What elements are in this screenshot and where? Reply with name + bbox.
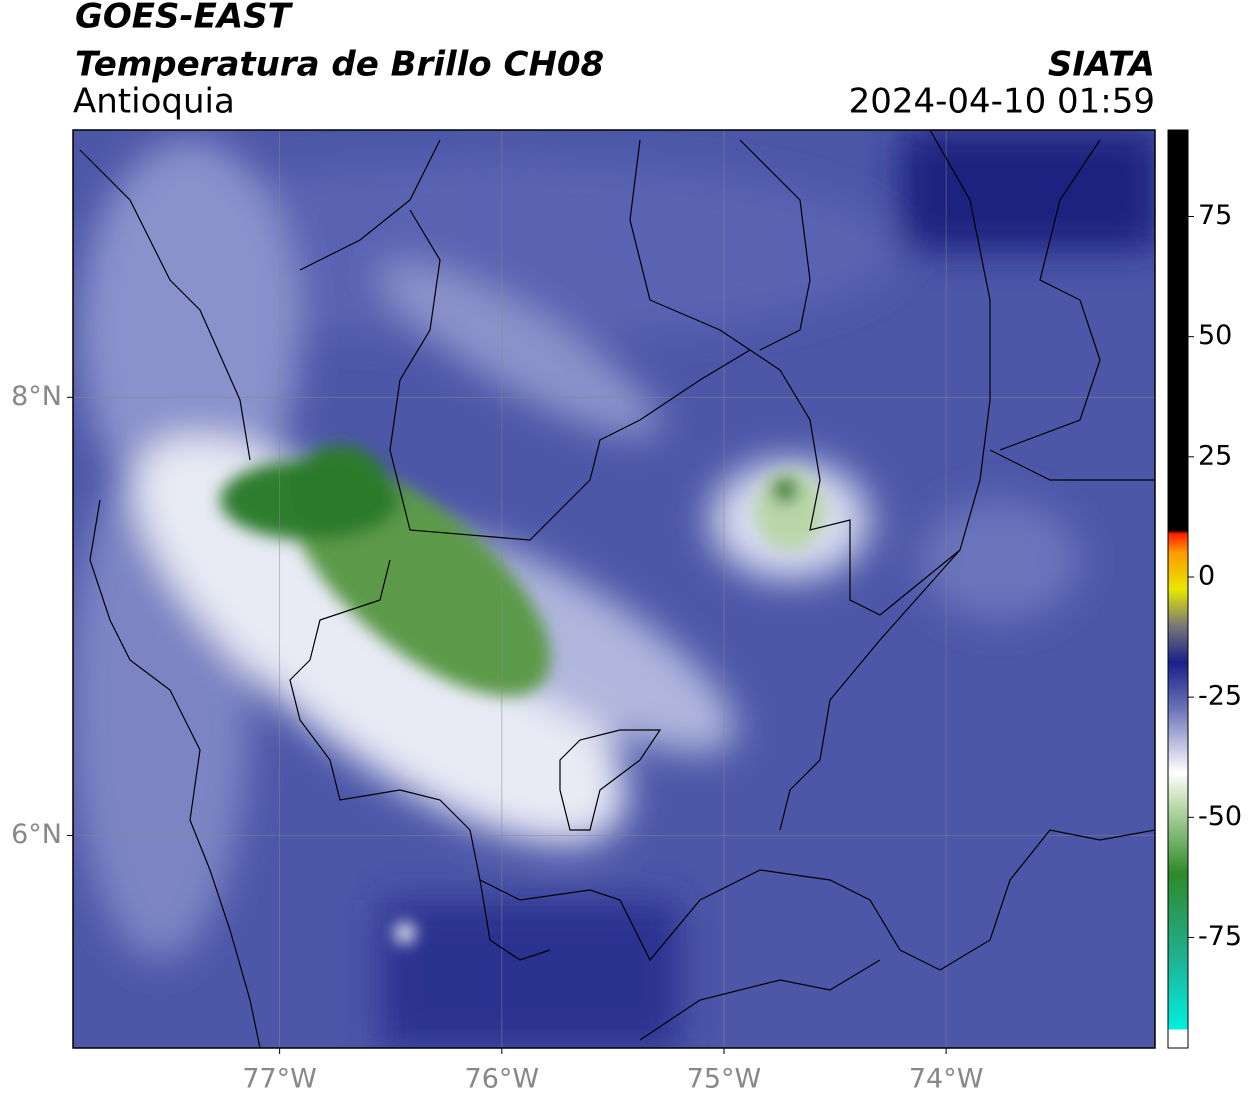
x-tick-label: 77°W [242,1064,317,1095]
map-frame [72,129,1156,1049]
colorbar-tick-label: 0 [1198,560,1215,591]
y-tick-label: 8°N [11,381,62,412]
border [479,829,1155,971]
border [389,209,961,616]
borders [79,130,1155,1048]
border [639,959,881,1041]
x-tick-label: 74°W [909,1064,984,1095]
title: GOES-EAST [75,0,294,37]
border [559,729,662,831]
y-tick-label: 6°N [11,819,62,850]
border [299,139,441,271]
border [779,130,991,831]
border [989,449,1155,481]
x-tick-label: 75°W [687,1064,762,1095]
colorbar [1167,129,1189,1049]
border [629,139,751,351]
x-tick-label: 76°W [465,1064,540,1095]
datetime: 2024-04-10 01:59 [849,82,1155,122]
region: Antioquia [73,82,235,122]
grid [73,130,1155,1048]
colorbar-tick-label: -75 [1198,921,1242,952]
map-image [73,130,1155,1048]
colorbar-tick-label: -50 [1198,801,1242,832]
border [79,149,251,461]
colorbar-tick-label: 25 [1198,440,1232,471]
border [289,559,551,961]
colorbar-tick-label: -25 [1198,681,1242,712]
colorbar-tick-label: 75 [1198,200,1232,231]
subtitle: Temperatura de Brillo CH08 [75,45,604,85]
border [739,139,811,351]
source: SIATA [1048,45,1155,85]
border [999,139,1101,451]
border [89,499,261,1048]
colorbar-tick-label: 50 [1198,320,1232,351]
